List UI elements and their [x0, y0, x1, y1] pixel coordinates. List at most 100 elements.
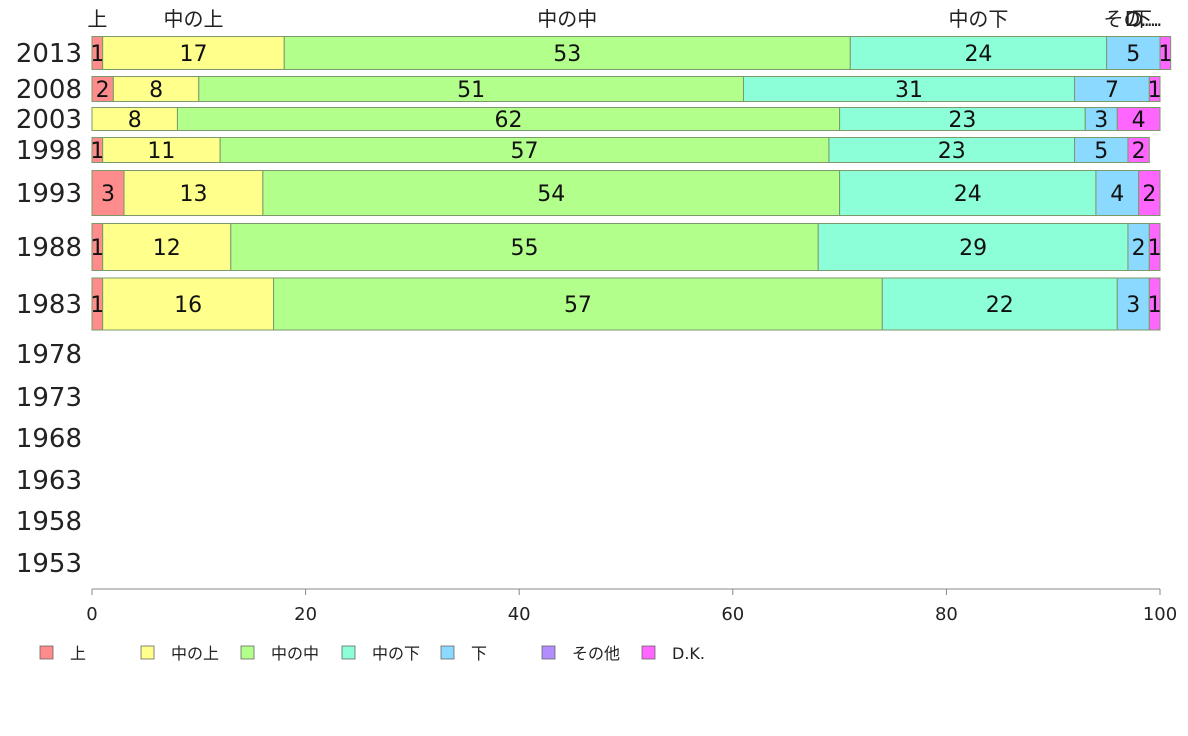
bar-segment [1095, 170, 1140, 216]
legend-label: D.K. [672, 644, 705, 663]
bar-data-label: 2 [1142, 182, 1156, 207]
bar-data-label: 2 [1132, 236, 1146, 261]
bar-data-label: 2 [96, 78, 110, 103]
bar-data-label: 57 [511, 139, 539, 164]
row-label: 1978 [16, 340, 82, 370]
bar-segment [262, 170, 841, 216]
bar-data-label: 23 [948, 108, 976, 133]
legend-label: 中の中 [271, 644, 319, 663]
bar-segment [742, 76, 1076, 102]
bar-data-label: 5 [1126, 42, 1140, 67]
x-tick-label: 0 [86, 604, 97, 625]
bar-data-label: 62 [495, 108, 523, 133]
bar-data-label: 1 [90, 236, 104, 261]
legend-swatch [240, 645, 255, 660]
bar-data-label: 3 [101, 182, 115, 207]
row-label: 1968 [16, 424, 82, 454]
bar-data-label: 1 [1158, 42, 1172, 67]
top-category-label: 中の中 [537, 7, 597, 31]
bar-data-label: 51 [457, 78, 485, 103]
bar-segment [1127, 137, 1150, 163]
bar-data-label: 4 [1110, 182, 1124, 207]
bar-segment [1148, 76, 1161, 102]
bar-data-label: 1 [90, 293, 104, 318]
row-label: 1958 [16, 507, 82, 537]
bar-data-label: 7 [1105, 78, 1119, 103]
row-label: 2013 [16, 39, 82, 69]
bar-data-label: 55 [511, 236, 539, 261]
bar-data-label: 2 [1132, 139, 1146, 164]
row-label: 1993 [16, 179, 82, 209]
x-tick-label: 40 [508, 604, 531, 625]
bar-data-label: 53 [553, 42, 581, 67]
bar-segment [123, 170, 264, 216]
bar-segment [91, 170, 125, 216]
bar-data-label: 24 [964, 42, 992, 67]
bar-segment [102, 36, 285, 70]
bar-data-label: 1 [1148, 293, 1162, 318]
bars-group: 1 17 53 24 5 12 8 51 31 7 18 62 23 3 41 11 57 23 5 23 13 54 24… [90, 36, 1172, 331]
bar-data-label: 8 [149, 78, 163, 103]
bar-data-label: 1 [1148, 236, 1162, 261]
bar-data-label: 17 [179, 42, 207, 67]
bar-data-label: 1 [1148, 78, 1162, 103]
bar-data-label: 29 [959, 236, 987, 261]
legend-label: 中の下 [372, 644, 420, 663]
bar-segment [828, 137, 1076, 163]
top-category-label: 中の上 [163, 7, 223, 31]
row-label: 1998 [16, 136, 82, 166]
x-tick-label: 100 [1143, 604, 1177, 625]
legend-swatch [541, 645, 556, 660]
bar-data-label: 3 [1094, 108, 1108, 133]
bar-segment [102, 137, 221, 163]
bar-data-label: 3 [1126, 293, 1140, 318]
x-tick-label: 60 [721, 604, 744, 625]
legend-group: 上 中の上 中の中 中の下 下 その他 D.K. [39, 644, 705, 663]
row-label: 2003 [16, 105, 82, 135]
bar-data-label: 8 [128, 108, 142, 133]
bar-segment [273, 277, 883, 331]
row-label: 2008 [16, 75, 82, 105]
bar-data-label: 16 [174, 293, 202, 318]
bar-segment [1148, 223, 1161, 271]
row-label: 1988 [16, 233, 82, 263]
bar-segment [1138, 170, 1161, 216]
bar-data-label: 22 [986, 293, 1014, 318]
top-category-label: その... [1103, 7, 1162, 31]
legend-swatch [641, 645, 656, 660]
bar-data-label: 24 [954, 182, 982, 207]
bar-data-label: 12 [153, 236, 181, 261]
bar-data-label: 1 [90, 42, 104, 67]
bar-segment [198, 76, 744, 102]
bar-segment [102, 277, 275, 331]
legend-label: 下 [471, 644, 487, 663]
bar-segment [849, 36, 1108, 70]
legend-swatch [440, 645, 455, 660]
bar-segment [1116, 107, 1161, 131]
x-axis-group: 0 20 40 60 80 100 [86, 588, 1177, 625]
top-category-label: 下 [1132, 7, 1152, 31]
bar-segment [219, 137, 830, 163]
x-tick-label: 20 [294, 604, 317, 625]
legend-label: その他 [572, 644, 620, 663]
legend-label: 中の上 [171, 644, 219, 663]
legend-swatch [140, 645, 155, 660]
bar-data-label: 4 [1132, 108, 1146, 133]
legend-swatch [39, 645, 54, 660]
bar-data-label: 31 [895, 78, 923, 103]
row-label: 1953 [16, 549, 82, 579]
row-label: 1963 [16, 466, 82, 496]
bar-data-label: 13 [179, 182, 207, 207]
bar-data-label: 11 [147, 139, 175, 164]
bar-data-label: 1 [90, 139, 104, 164]
top-category-label: D... [1125, 7, 1159, 31]
legend-swatch [341, 645, 356, 660]
bar-segment [102, 223, 232, 271]
bar-data-label: 57 [564, 293, 592, 318]
bar-segment [1159, 36, 1172, 70]
bar-segment [839, 170, 1097, 216]
top-category-label: 上 [87, 7, 107, 31]
top-label-group: 上 中の上 中の中 中の下 下その...D... [87, 7, 1162, 31]
bar-data-label: 54 [537, 182, 565, 207]
